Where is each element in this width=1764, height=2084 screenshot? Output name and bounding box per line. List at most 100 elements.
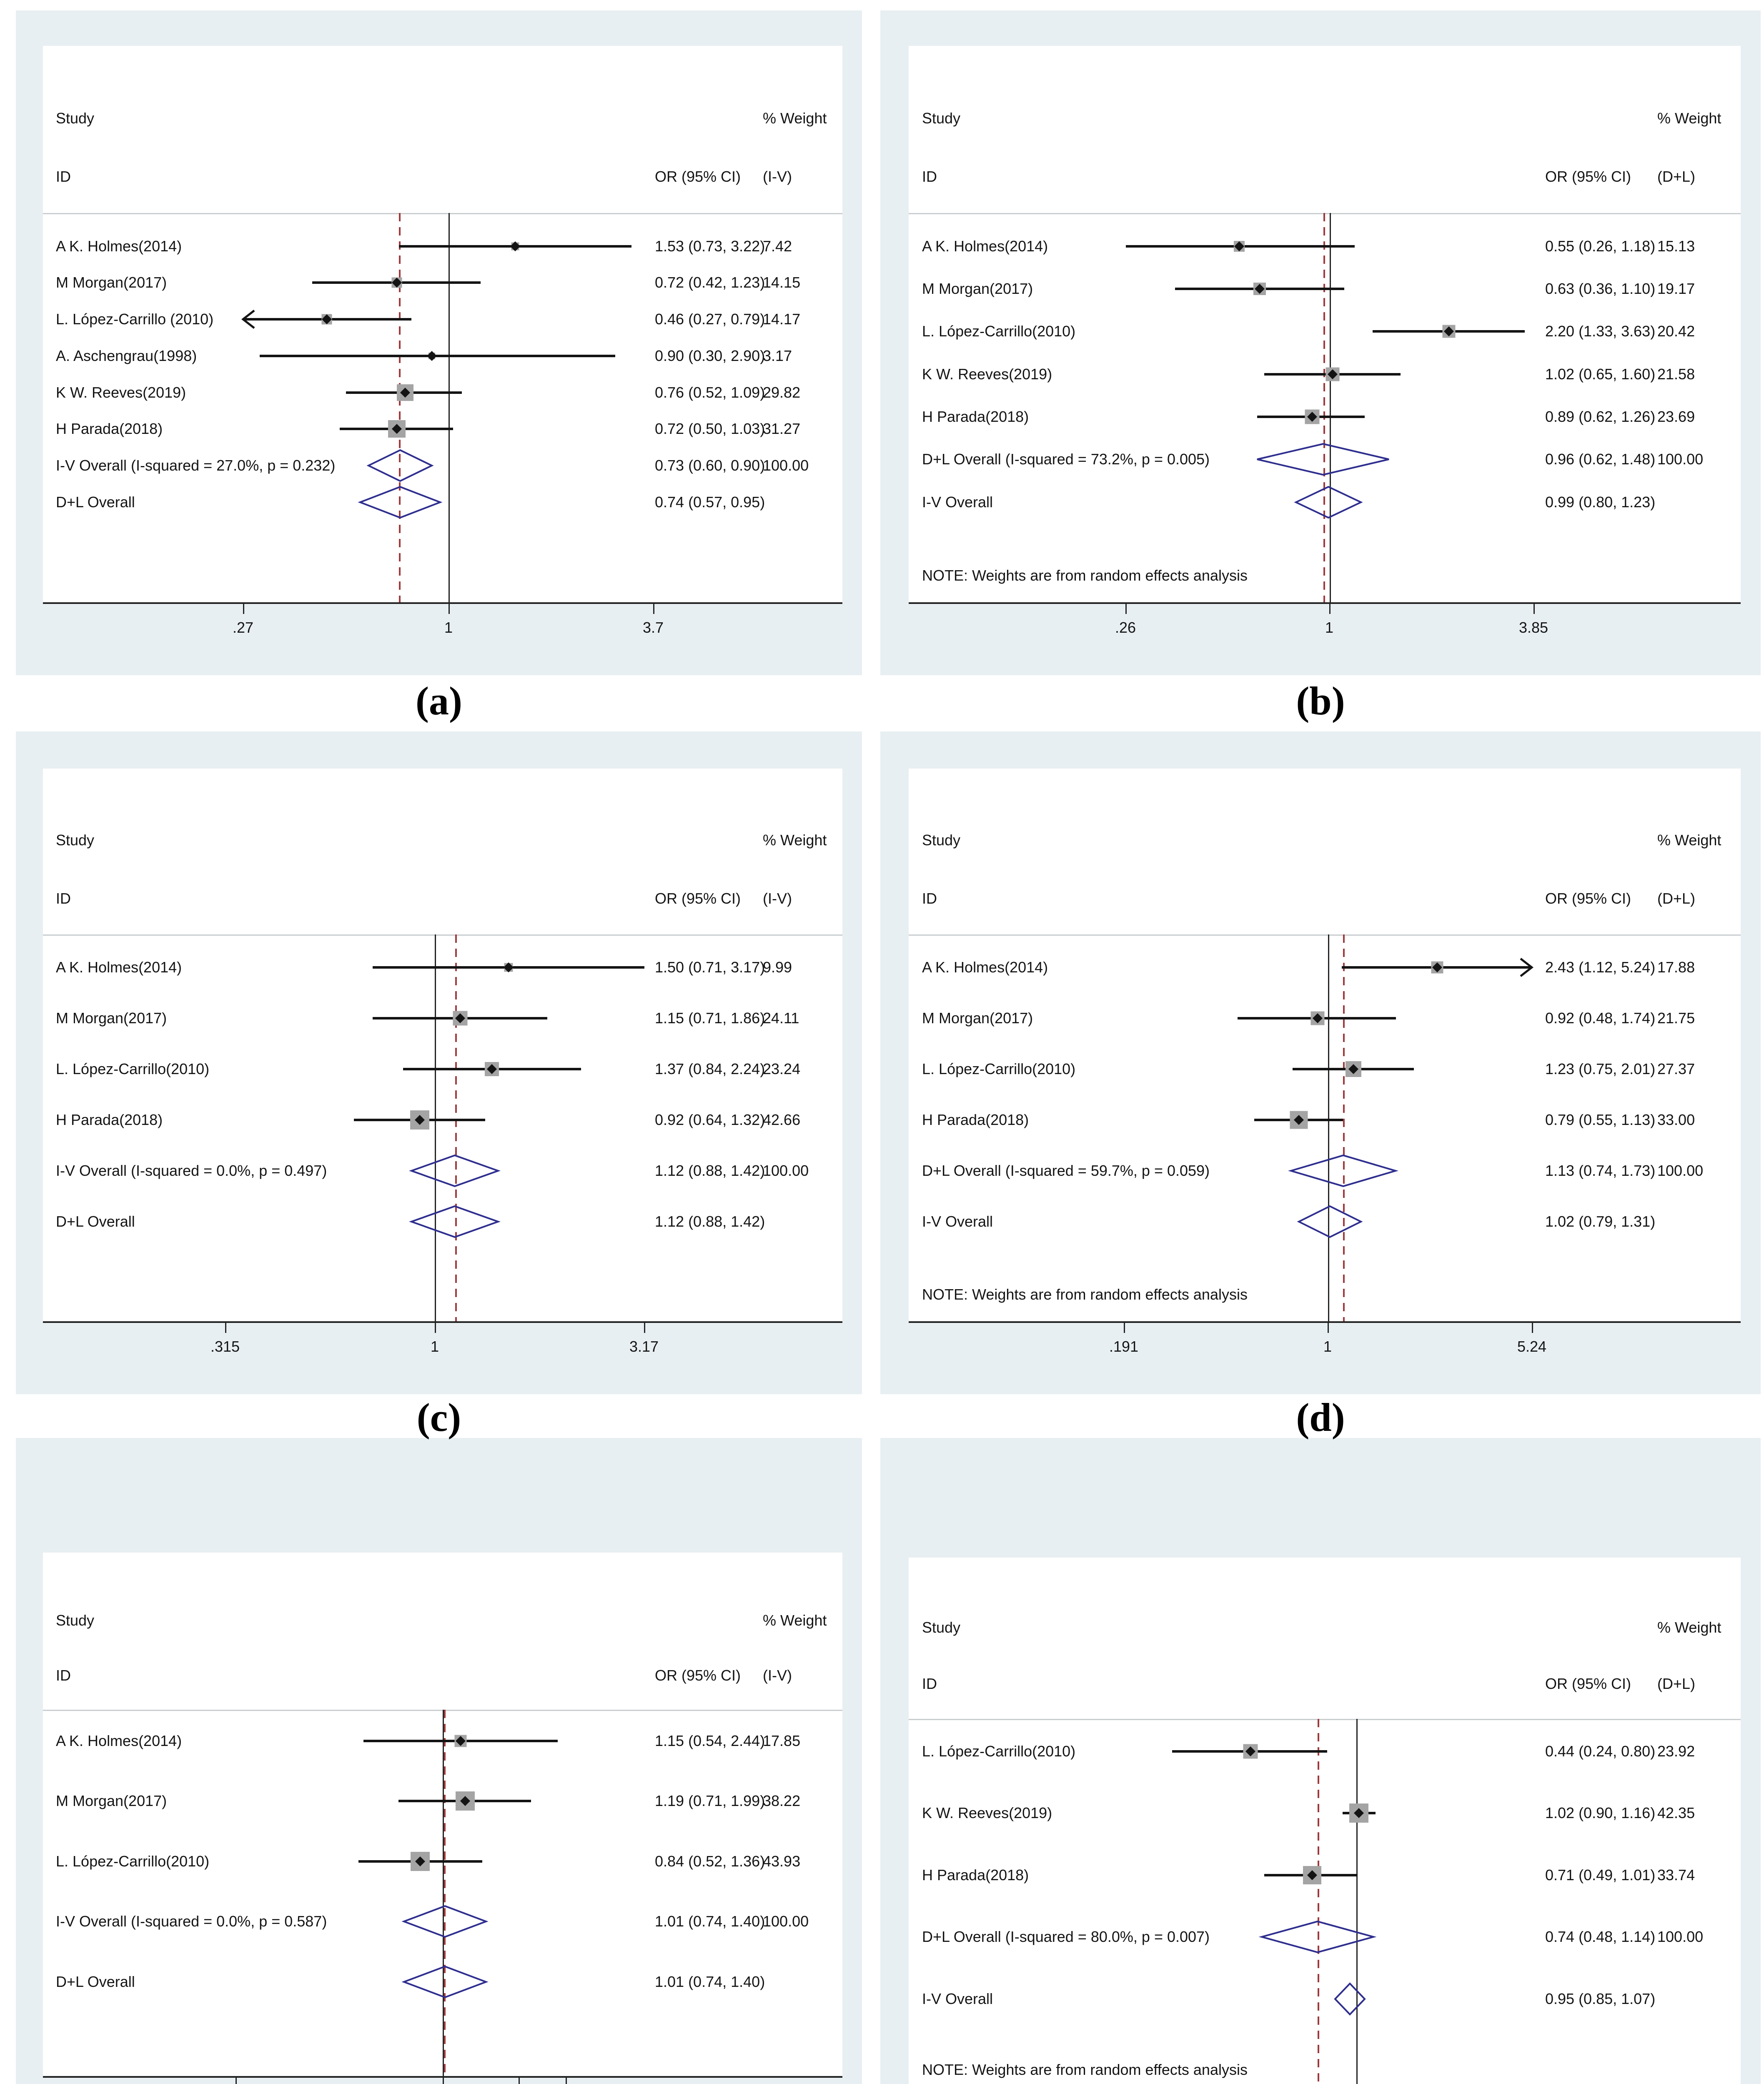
or-ci-value: 1.53 (0.73, 3.22) <box>655 238 765 255</box>
x-axis-tick <box>1329 602 1331 614</box>
or-ci-value: 0.99 (0.80, 1.23) <box>1545 493 1656 511</box>
x-axis-tick-label: 1 <box>1325 619 1334 636</box>
x-axis-tick-label: 1 <box>444 619 453 636</box>
x-axis-tick <box>243 602 244 614</box>
or-ci-value: 2.43 (1.12, 5.24) <box>1545 959 1656 976</box>
study-row-label: L. López-Carrillo(2010) <box>922 1743 1076 1760</box>
weight-value: 100.00 <box>763 1162 809 1180</box>
panel-caption-b: (b) <box>1296 679 1345 723</box>
or-ci-value: 0.89 (0.62, 1.26) <box>1545 408 1656 426</box>
weight-value: 14.17 <box>763 311 801 328</box>
random-effects-note: NOTE: Weights are from random effects an… <box>922 2061 1248 2079</box>
weight-value: 14.15 <box>763 274 801 291</box>
or-ci-value: 1.13 (0.74, 1.73) <box>1545 1162 1656 1180</box>
study-row-label: M Morgan(2017) <box>56 274 167 291</box>
column-header-weight-method: (I-V) <box>763 890 792 907</box>
study-row-label: H Parada(2018) <box>56 420 163 438</box>
study-row-label: M Morgan(2017) <box>56 1009 167 1027</box>
weight-value: 38.22 <box>763 1792 801 1810</box>
header-separator <box>43 934 842 936</box>
study-row-label: A K. Holmes(2014) <box>922 238 1048 255</box>
pooled-diamond <box>1291 1155 1396 1187</box>
column-header-or: OR (95% CI) <box>655 168 741 185</box>
pooled-estimate-dashed-line <box>399 213 401 603</box>
x-axis-line <box>909 602 1741 604</box>
column-header-weight: % Weight <box>1657 832 1721 849</box>
null-effect-line <box>1356 1719 1358 2084</box>
study-row-label: A K. Holmes(2014) <box>56 238 182 255</box>
arrow-left-icon <box>241 310 255 329</box>
study-row-label: H Parada(2018) <box>922 408 1029 426</box>
forest-panel-e: Study ID OR (95% CI) % Weight (I-V) A K. Holm… <box>16 1438 862 2084</box>
weight-value: 21.75 <box>1657 1009 1695 1027</box>
panel-caption-a: (a) <box>416 679 462 723</box>
x-axis-tick <box>1124 1321 1125 1333</box>
x-axis-tick <box>435 1321 436 1333</box>
forest-panel-a: Study ID OR (95% CI) % Weight (I-V) A K. Holm… <box>16 10 862 675</box>
or-ci-value: 0.72 (0.50, 1.03) <box>655 420 765 438</box>
pooled-diamond <box>360 486 440 518</box>
panel-caption-d: (d) <box>1296 1395 1345 1440</box>
x-axis-tick <box>449 602 450 614</box>
or-ci-value: 1.02 (0.65, 1.60) <box>1545 366 1656 383</box>
pooled-diamond <box>368 449 432 482</box>
column-header-weight: % Weight <box>1657 1619 1721 1636</box>
weight-value: 33.74 <box>1657 1866 1695 1884</box>
study-row-label: K W. Reeves(2019) <box>56 384 186 401</box>
arrow-right-icon <box>1520 958 1533 977</box>
or-ci-value: 0.73 (0.60, 0.90) <box>655 457 765 474</box>
x-axis-tick <box>566 2076 567 2084</box>
pooled-diamond <box>1257 443 1389 476</box>
column-header-study: Study <box>56 832 95 849</box>
or-ci-value: 0.74 (0.57, 0.95) <box>655 493 765 511</box>
weight-value: 33.00 <box>1657 1111 1695 1129</box>
study-row-label: H Parada(2018) <box>922 1111 1029 1129</box>
study-row-label: L. López-Carrillo(2010) <box>922 1060 1076 1078</box>
column-header-weight: % Weight <box>763 1612 827 1629</box>
weight-value: 27.37 <box>1657 1060 1695 1078</box>
study-row-label: M Morgan(2017) <box>922 1009 1033 1027</box>
or-ci-value: 1.02 (0.79, 1.31) <box>1545 1213 1656 1230</box>
column-header-weight-method: (D+L) <box>1657 168 1696 185</box>
weight-value: 17.88 <box>1657 959 1695 976</box>
study-row-label: M Morgan(2017) <box>56 1792 167 1810</box>
overall-row-label: D+L Overall (I-squared = 80.0%, p = 0.00… <box>922 1928 1210 1946</box>
column-header-study: Study <box>922 110 961 127</box>
or-ci-value: 0.71 (0.49, 1.01) <box>1545 1866 1656 1884</box>
column-header-or: OR (95% CI) <box>655 890 741 907</box>
forest-panel-f: Study ID OR (95% CI) % Weight (D+L) L. López-… <box>880 1438 1761 2084</box>
pooled-estimate-dashed-line <box>444 1710 446 2076</box>
x-axis-tick <box>443 2076 444 2084</box>
or-ci-value: 1.15 (0.54, 2.44) <box>655 1732 765 1750</box>
column-header-id: ID <box>56 168 71 185</box>
column-header-weight-method: (I-V) <box>763 1667 792 1684</box>
pooled-estimate-dashed-line <box>1323 213 1325 603</box>
overall-row-label: D+L Overall (I-squared = 73.2%, p = 0.00… <box>922 451 1210 468</box>
x-axis-tick <box>1328 1321 1329 1333</box>
weight-value: 20.42 <box>1657 323 1695 340</box>
confidence-interval-line <box>260 355 615 357</box>
or-ci-value: 2.20 (1.33, 3.63) <box>1545 323 1656 340</box>
plot-area: Study ID OR (95% CI) % Weight (D+L) A K. Holm… <box>909 769 1741 1321</box>
weight-value: 42.66 <box>763 1111 801 1129</box>
weight-value: 100.00 <box>1657 1162 1704 1180</box>
x-axis-tick-label: 3.17 <box>629 1338 659 1355</box>
null-effect-line <box>443 1710 444 2076</box>
or-ci-value: 0.76 (0.52, 1.09) <box>655 384 765 401</box>
overall-row-label: D+L Overall <box>56 493 135 511</box>
or-ci-value: 0.90 (0.30, 2.90) <box>655 347 765 365</box>
overall-row-label: D+L Overall <box>56 1213 135 1230</box>
weight-value: 23.24 <box>763 1060 801 1078</box>
study-row-label: L. López-Carrillo(2010) <box>56 1060 210 1078</box>
study-row-label: M Morgan(2017) <box>922 280 1033 298</box>
or-ci-value: 0.84 (0.52, 1.36) <box>655 1853 765 1870</box>
header-separator <box>909 1719 1741 1720</box>
x-axis-line <box>43 1321 842 1323</box>
study-row-label: L. López-Carrillo (2010) <box>56 311 214 328</box>
weight-value: 100.00 <box>1657 451 1704 468</box>
column-header-id: ID <box>922 890 937 907</box>
forest-panel-c: Study ID OR (95% CI) % Weight (I-V) A K. Holm… <box>16 731 862 1394</box>
weight-value: 23.69 <box>1657 408 1695 426</box>
column-header-or: OR (95% CI) <box>1545 890 1631 907</box>
x-axis-line <box>43 602 842 604</box>
